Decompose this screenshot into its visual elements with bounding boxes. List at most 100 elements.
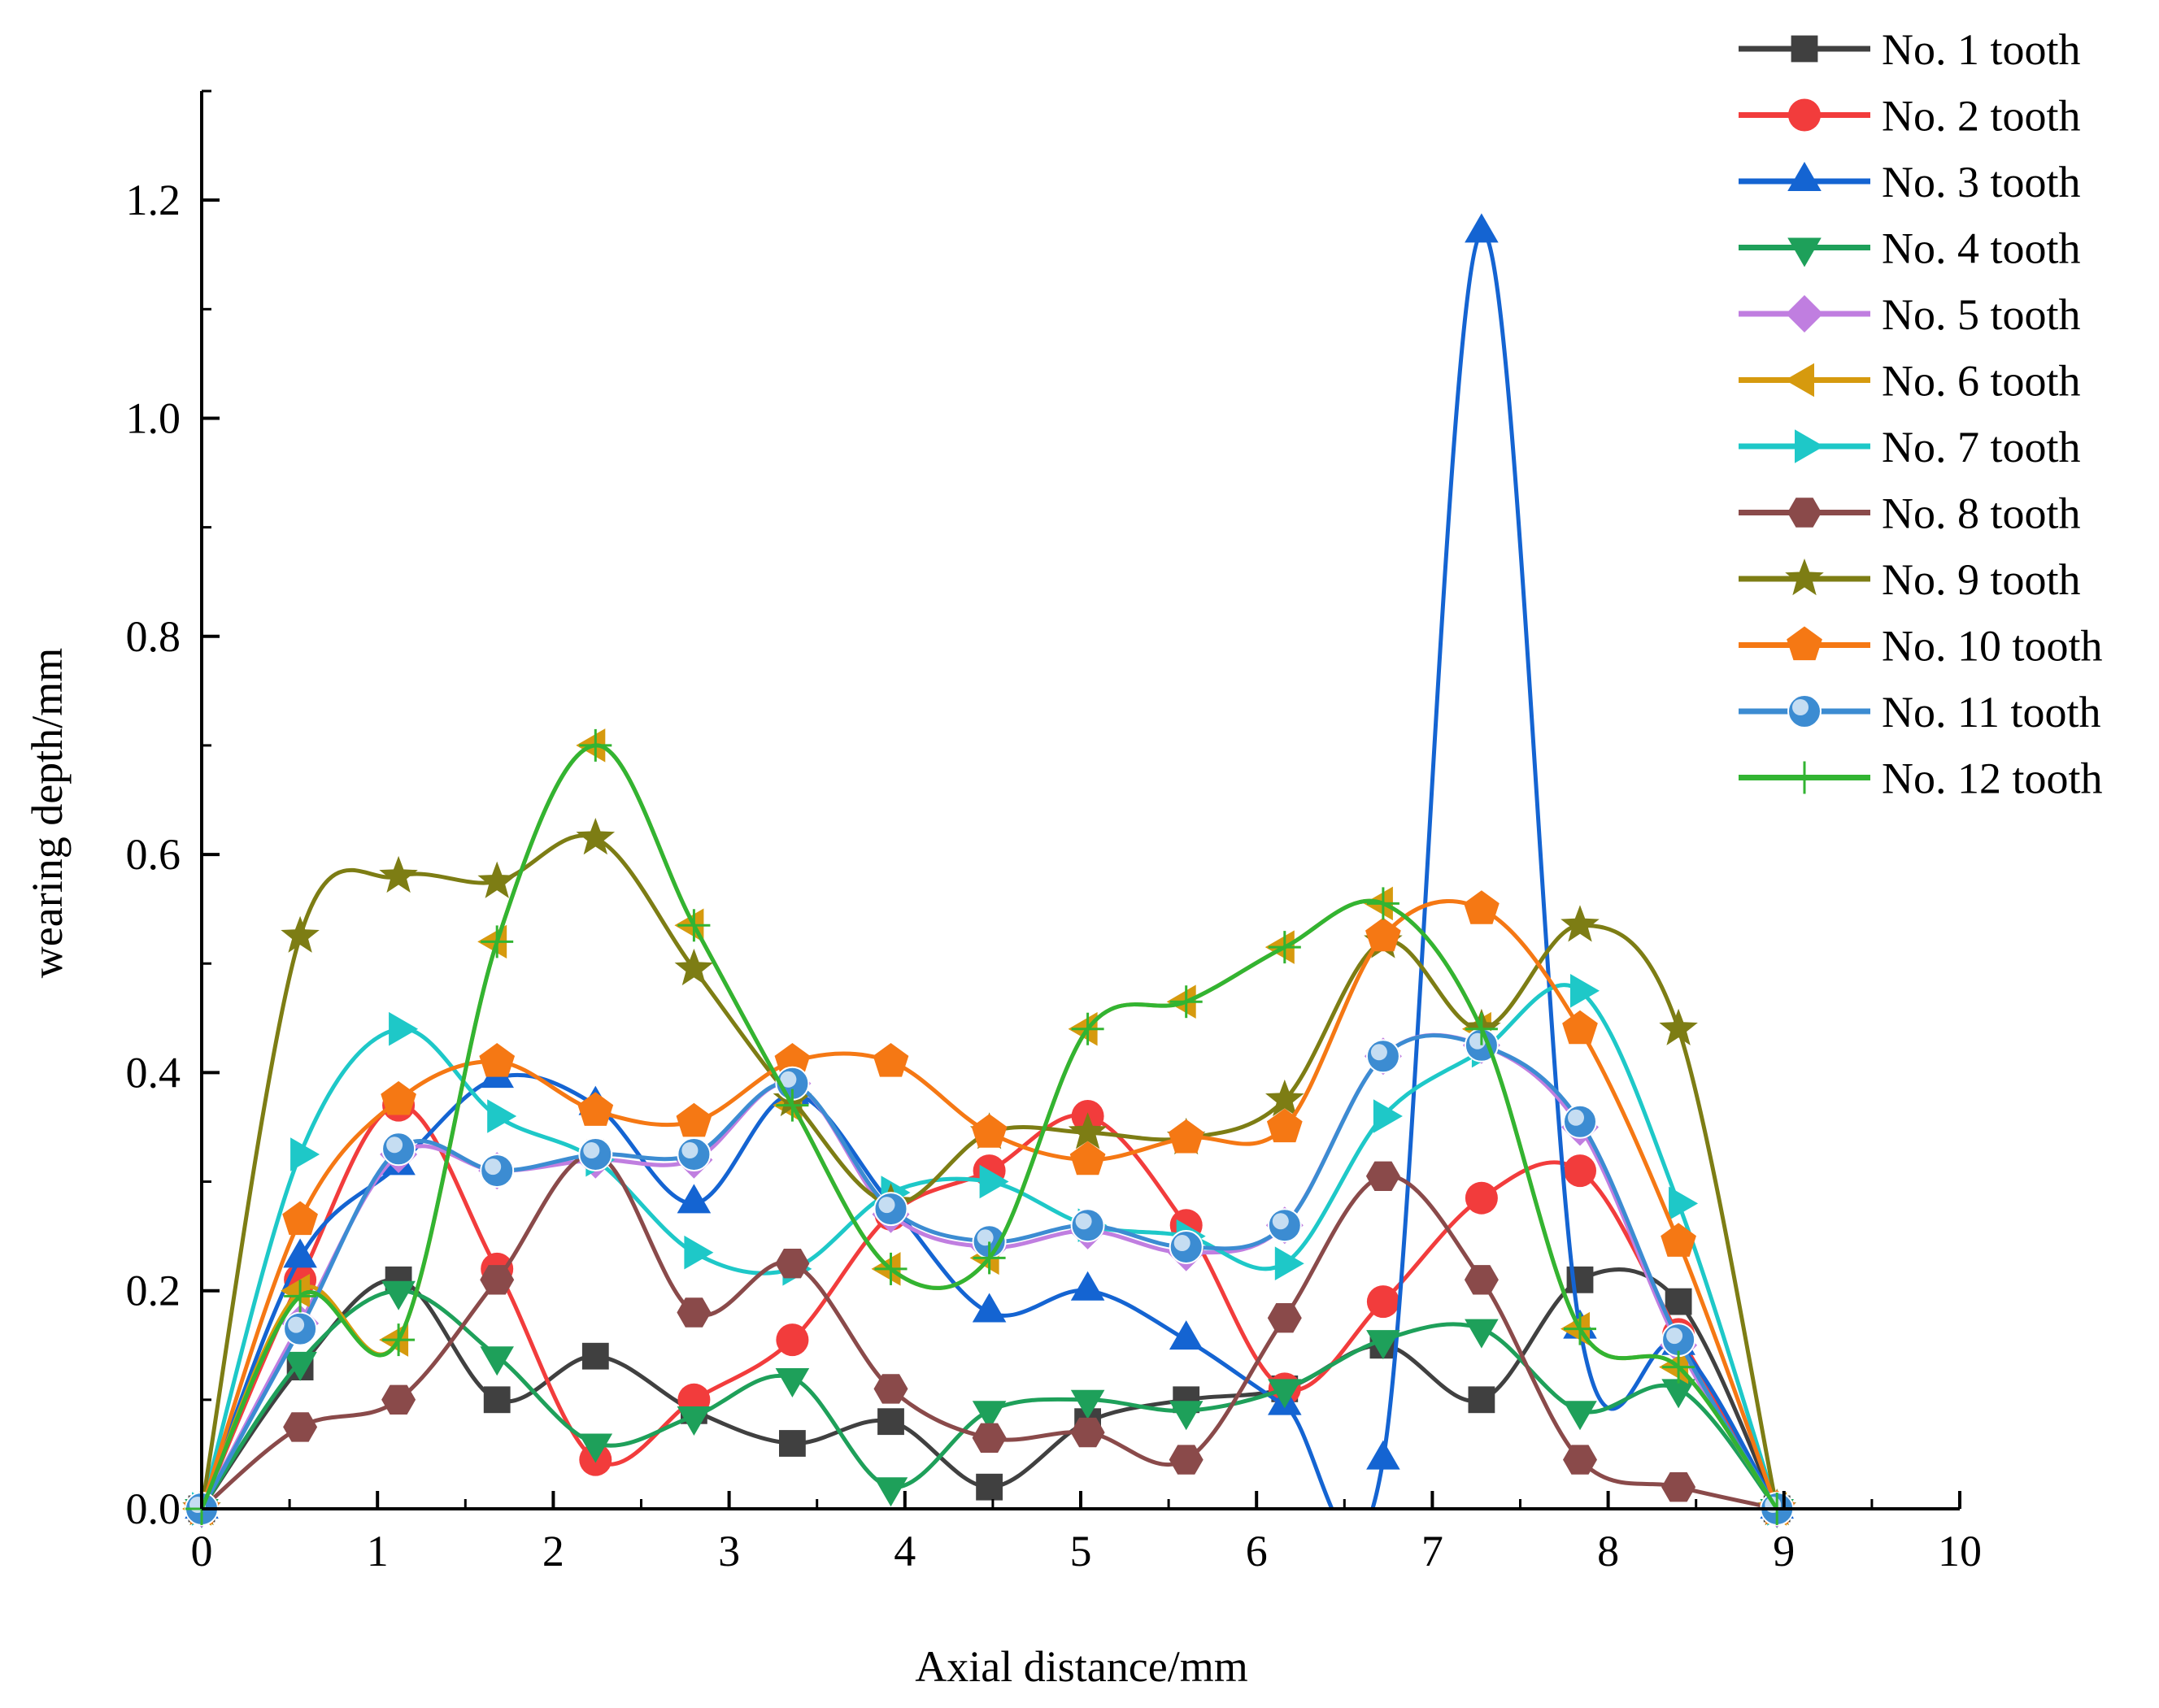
data-point: [972, 1401, 1007, 1431]
data-point: [479, 1043, 516, 1077]
series-line: [202, 743, 1779, 1509]
legend-label: No. 4 tooth: [1882, 224, 2081, 273]
data-point: [578, 1433, 613, 1463]
x-tick-label: 6: [1246, 1527, 1268, 1575]
data-point: [972, 1293, 1007, 1323]
data-point: [1268, 931, 1301, 964]
data-point: [775, 1368, 810, 1397]
data-point: [1169, 1401, 1204, 1431]
data-point: [1468, 1386, 1495, 1414]
data-point: [1168, 1119, 1204, 1154]
legend-marker: [1787, 694, 1822, 728]
data-point: [483, 1386, 511, 1414]
data-point: [1169, 1230, 1204, 1264]
data-point: [1169, 985, 1203, 1019]
y-tick-label: 0.8: [126, 612, 181, 661]
x-tick-label: 1: [367, 1527, 389, 1575]
legend-label: No. 6 tooth: [1882, 357, 2081, 406]
legend-item: No. 7 tooth: [1739, 423, 2081, 472]
data-point: [1659, 1008, 1698, 1045]
data-point: [381, 1280, 416, 1310]
legend-marker: [1788, 98, 1821, 132]
data-point: [477, 861, 516, 898]
data-point: [1268, 1379, 1302, 1409]
data-point: [677, 1406, 712, 1436]
data-point: [1669, 1186, 1699, 1221]
data-point: [676, 1102, 712, 1137]
data-point: [1562, 1010, 1598, 1045]
data-point: [1563, 1401, 1597, 1431]
y-tick-label: 0.4: [126, 1048, 181, 1097]
data-point: [776, 1323, 809, 1357]
data-point: [577, 1092, 614, 1126]
legend-marker: [1786, 295, 1823, 332]
data-point: [1069, 1141, 1106, 1176]
data-point: [677, 1137, 712, 1171]
legend-label: No. 3 tooth: [1882, 158, 2081, 206]
data-point: [381, 1384, 416, 1415]
legend-label: No. 5 tooth: [1882, 290, 2081, 339]
legend-label: No. 8 tooth: [1882, 489, 2081, 538]
data-point: [1465, 1319, 1499, 1349]
data-point: [1465, 1181, 1498, 1215]
legend-marker: [1787, 162, 1822, 191]
data-point: [1365, 1161, 1400, 1191]
legend-item: No. 2 tooth: [1739, 92, 2081, 141]
data-point: [877, 1408, 904, 1436]
x-axis-label: Axial distance/mm: [915, 1642, 1247, 1691]
data-point: [973, 1241, 1006, 1275]
data-point: [1564, 1312, 1596, 1345]
x-tick-label: 2: [542, 1527, 564, 1575]
data-point: [677, 1184, 712, 1214]
data-point: [283, 1351, 317, 1381]
y-axis: 0.0 0.2 0.4 0.6 0.8 1.0 1.2: [126, 89, 220, 1533]
legend-marker: [1795, 429, 1824, 463]
data-point: [873, 1374, 908, 1404]
data-point: [1373, 1099, 1403, 1133]
legend: No. 1 tooth No. 2 tooth No. 3 tooth No. 4 t…: [1739, 25, 2103, 803]
data-point: [1265, 1079, 1304, 1117]
legend-marker: [1791, 35, 1818, 63]
data-point: [1267, 1208, 1302, 1243]
data-point: [776, 1089, 809, 1122]
data-point: [674, 948, 714, 986]
data-point: [976, 1473, 1003, 1501]
series-line: [202, 230, 1779, 1509]
x-tick-label: 3: [718, 1527, 740, 1575]
data-point: [1068, 1112, 1108, 1150]
data-point: [1070, 1271, 1105, 1301]
data-point: [578, 1137, 613, 1171]
data-point: [487, 1099, 517, 1133]
data-point: [1464, 1265, 1499, 1295]
x-tick-label: 10: [1938, 1527, 1982, 1575]
data-point: [281, 915, 320, 953]
data-point: [480, 1346, 514, 1376]
data-point: [1070, 1417, 1105, 1448]
legend-label: No. 12 tooth: [1882, 754, 2103, 803]
data-point: [1070, 1208, 1105, 1243]
data-point: [480, 1265, 515, 1295]
legend-item: No. 12 tooth: [1739, 754, 2103, 803]
data-point: [873, 1477, 908, 1507]
plot-area: [182, 213, 1797, 1528]
data-point: [779, 1430, 806, 1457]
data-point: [774, 1043, 811, 1077]
data-point: [1563, 1445, 1597, 1475]
data-point: [1274, 1246, 1304, 1280]
legend-item: No. 3 tooth: [1739, 158, 2081, 206]
data-point: [873, 1192, 908, 1227]
data-point: [283, 1311, 318, 1346]
x-tick-label: 8: [1597, 1527, 1619, 1575]
legend-label: No. 7 tooth: [1882, 423, 2081, 472]
data-point: [1365, 917, 1401, 952]
data-point: [381, 1080, 416, 1115]
data-point: [979, 1164, 1009, 1199]
data-point: [1464, 890, 1500, 924]
data-point: [1661, 1223, 1696, 1257]
legend-marker: [1787, 237, 1822, 267]
data-point: [1169, 1445, 1204, 1475]
data-point: [389, 1011, 419, 1046]
legend-label: No. 11 tooth: [1882, 688, 2101, 737]
x-tick-label: 7: [1421, 1527, 1443, 1575]
